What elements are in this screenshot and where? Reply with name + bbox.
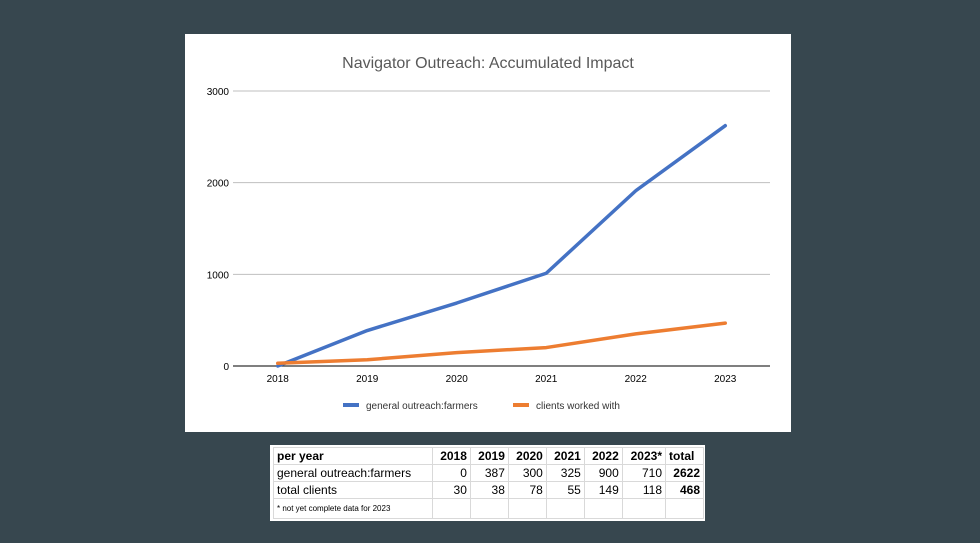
table-cell: 149	[583, 481, 623, 499]
table-row: general outreach:farmers 0 387 300 325 9…	[273, 464, 704, 482]
table-row-label: general outreach:farmers	[273, 464, 433, 482]
table-row: total clients 30 38 78 55 149 118 468	[273, 481, 704, 499]
legend: general outreach:farmers clients worked w…	[343, 401, 620, 412]
table-header-cell: 2022	[583, 447, 623, 465]
table-cell	[621, 498, 667, 519]
table-cell	[431, 498, 471, 519]
table-cell	[545, 498, 585, 519]
series-lines	[276, 123, 727, 368]
table-cell: 78	[507, 481, 547, 499]
table-header-cell: per year	[273, 447, 433, 465]
gridlines	[233, 90, 770, 367]
table-header-cell: 2021	[545, 447, 585, 465]
table-header-row: per year 2018 2019 2020 2021 2022 2023* …	[273, 447, 704, 465]
table-cell: 30	[431, 481, 471, 499]
series-line	[276, 123, 727, 368]
data-table-panel: per year 2018 2019 2020 2021 2022 2023* …	[270, 445, 705, 521]
table-cell: 0	[431, 464, 471, 482]
x-tick-label: 2023	[714, 374, 737, 385]
table-footnote: * not yet complete data for 2023	[273, 498, 433, 519]
table-cell: 710	[621, 464, 667, 482]
table-cell: 387	[469, 464, 509, 482]
series-line	[276, 321, 727, 365]
y-axis-ticks: 0 1000 2000 3000	[207, 87, 230, 373]
chart-title: Navigator Outreach: Accumulated Impact	[342, 55, 634, 72]
line-chart: Navigator Outreach: Accumulated Impact 0…	[207, 55, 770, 412]
data-table: per year 2018 2019 2020 2021 2022 2023* …	[273, 447, 704, 519]
x-axis-ticks: 2018 2019 2020 2021 2022 2023	[267, 374, 737, 385]
table-cell: 300	[507, 464, 547, 482]
x-tick-label: 2018	[267, 374, 290, 385]
x-tick-label: 2020	[446, 374, 469, 385]
y-tick-label: 2000	[207, 179, 230, 190]
table-header-cell: 2020	[507, 447, 547, 465]
table-cell: 118	[621, 481, 667, 499]
y-tick-label: 3000	[207, 87, 230, 98]
y-tick-label: 0	[223, 362, 229, 373]
legend-label: clients worked with	[536, 401, 620, 412]
x-tick-label: 2019	[356, 374, 379, 385]
table-cell: 325	[545, 464, 585, 482]
legend-label: general outreach:farmers	[366, 401, 478, 412]
y-tick-label: 1000	[207, 270, 230, 281]
x-tick-label: 2022	[625, 374, 648, 385]
table-cell	[507, 498, 547, 519]
table-cell	[469, 498, 509, 519]
table-footnote-row: * not yet complete data for 2023	[273, 498, 704, 519]
table-row-label: total clients	[273, 481, 433, 499]
table-cell: 38	[469, 481, 509, 499]
table-total-cell: 468	[665, 481, 704, 499]
table-header-cell: 2023*	[621, 447, 667, 465]
x-tick-label: 2021	[535, 374, 558, 385]
table-header-cell: 2019	[469, 447, 509, 465]
chart-panel: Navigator Outreach: Accumulated Impact 0…	[185, 34, 791, 432]
table-cell: 55	[545, 481, 585, 499]
table-cell	[665, 498, 704, 519]
table-cell	[583, 498, 623, 519]
table-header-cell: 2018	[431, 447, 471, 465]
table-total-cell: 2622	[665, 464, 704, 482]
table-header-cell: total	[665, 447, 704, 465]
table-cell: 900	[583, 464, 623, 482]
